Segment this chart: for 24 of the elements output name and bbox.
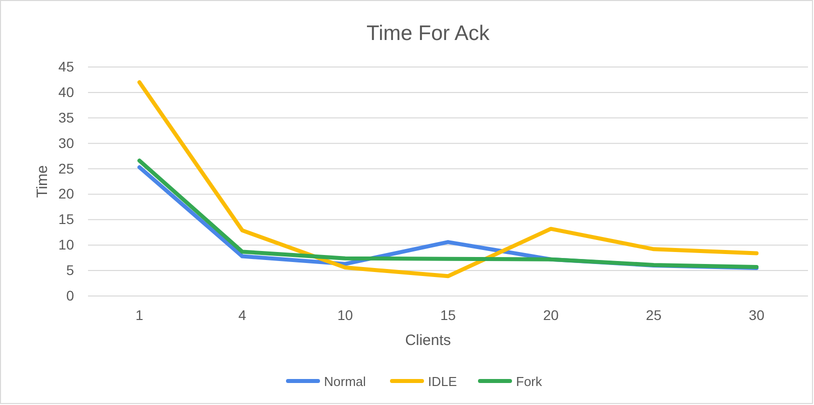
x-tick-label: 20 <box>543 306 559 323</box>
legend-label: Fork <box>516 374 542 389</box>
y-tick-label: 5 <box>66 262 74 278</box>
y-tick-label: 30 <box>58 134 74 151</box>
y-tick-label: 45 <box>58 58 74 74</box>
legend-label: Normal <box>324 374 366 389</box>
y-tick-label: 15 <box>58 211 74 228</box>
legend-label: IDLE <box>428 374 458 389</box>
x-tick-label: 1 <box>136 306 144 323</box>
chart-title: Time For Ack <box>366 22 490 45</box>
x-tick-label: 4 <box>238 306 246 323</box>
x-tick-label: 10 <box>337 306 354 323</box>
x-tick-label: 15 <box>440 306 456 323</box>
y-tick-label: 10 <box>58 236 74 253</box>
y-tick-label: 35 <box>58 109 74 126</box>
x-axis-title: Clients <box>405 332 451 349</box>
y-tick-label: 0 <box>66 287 74 304</box>
y-axis-title: Time <box>34 165 51 198</box>
line-series <box>137 80 759 278</box>
y-tick-label: 25 <box>58 160 74 176</box>
y-tick-label: 40 <box>58 84 74 100</box>
y-tick-label: 20 <box>58 186 74 202</box>
x-tick-label: 30 <box>748 306 765 323</box>
x-tick-label: 25 <box>646 306 662 323</box>
